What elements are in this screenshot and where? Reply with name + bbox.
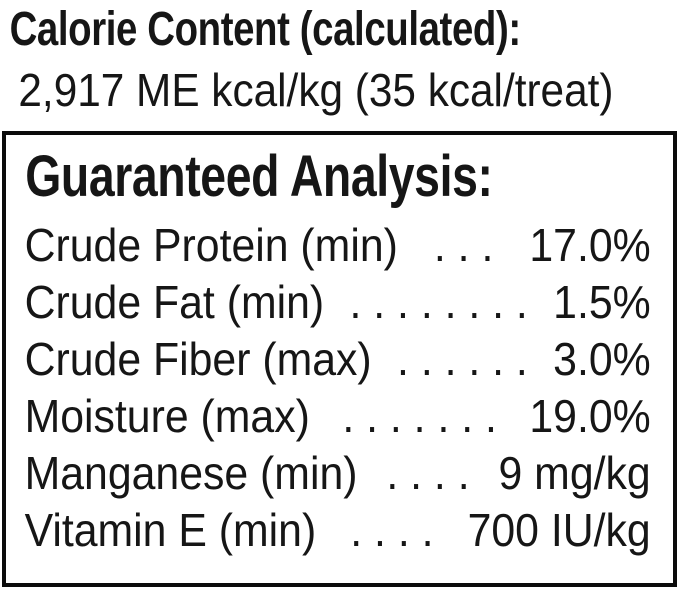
analysis-rows: Crude Protein (min) . . . 17.0% Crude Fa…	[6, 217, 673, 559]
leader-dots: . . . . . . .	[342, 389, 497, 442]
nutrient-label: Moisture (max)	[24, 389, 310, 442]
analysis-row: Manganese (min) . . . . 9 mg/kg	[25, 445, 651, 502]
analysis-row: Crude Fiber (max) . . . . . . 3.0%	[25, 331, 651, 388]
nutrient-value: 3.0%	[553, 332, 651, 385]
analysis-row: Crude Protein (min) . . . 17.0%	[25, 217, 651, 274]
calorie-content-title: Calorie Content (calculated):	[9, 3, 522, 56]
analysis-row: Crude Fat (min) . . . . . . . . 1.5%	[25, 274, 651, 331]
leader-dots: . . . . . . . .	[349, 275, 528, 328]
leader-dots: . . . .	[350, 503, 434, 556]
nutrient-value: 1.5%	[553, 275, 651, 328]
nutrient-label: Crude Fat (min)	[24, 275, 325, 328]
analysis-row: Moisture (max) . . . . . . . 19.0%	[25, 388, 651, 445]
nutrient-label: Crude Fiber (max)	[24, 332, 372, 385]
nutrient-label: Manganese (min)	[24, 446, 358, 499]
guaranteed-analysis-title: Guaranteed Analysis:	[25, 144, 493, 209]
nutrient-label: Vitamin E (min)	[24, 503, 317, 556]
analysis-row: Vitamin E (min) . . . . 700 IU/kg	[25, 502, 651, 559]
nutrient-value: 17.0%	[529, 218, 651, 271]
leader-dots: . . .	[433, 218, 494, 271]
nutrient-value: 700 IU/kg	[467, 503, 651, 556]
leader-dots: . . . .	[386, 446, 470, 499]
nutrient-label: Crude Protein (min)	[24, 218, 398, 271]
nutrient-value: 9 mg/kg	[498, 446, 651, 499]
nutrient-value: 19.0%	[529, 389, 651, 442]
guaranteed-analysis-box: Guaranteed Analysis: Crude Protein (min)…	[2, 131, 677, 587]
leader-dots: . . . . . .	[397, 332, 528, 385]
calorie-content-section: Calorie Content (calculated): 2,917 ME k…	[0, 0, 679, 113]
calorie-content-value: 2,917 ME kcal/kg (35 kcal/treat)	[18, 63, 614, 116]
